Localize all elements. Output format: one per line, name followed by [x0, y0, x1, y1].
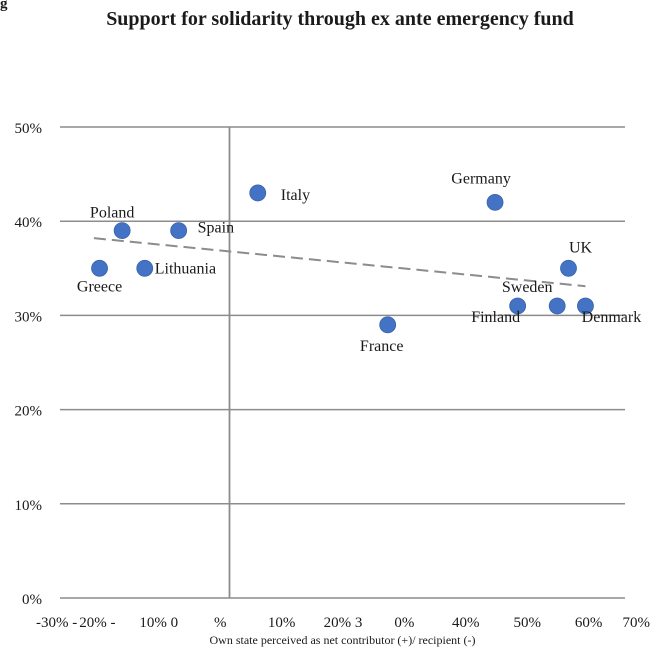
- data-label: Italy: [281, 187, 310, 204]
- trendline-layer: [93, 237, 586, 288]
- x-axis-title: Own state perceived as net contributor (…: [209, 633, 476, 647]
- data-label: Germany: [451, 170, 511, 187]
- y-tick-label: 30%: [15, 309, 43, 325]
- x-tick-label: 70%: [623, 615, 651, 631]
- data-point: [509, 297, 527, 315]
- x-tick-label: 20% 3: [324, 615, 363, 631]
- data-label: Poland: [90, 205, 134, 222]
- data-label: Sweden: [502, 279, 553, 296]
- data-point: [548, 297, 566, 315]
- data-point: [91, 259, 108, 277]
- x-tick-label: 10% 0: [139, 615, 178, 631]
- data-label: UK: [569, 239, 593, 256]
- data-point: [136, 259, 154, 277]
- data-point: [560, 259, 577, 277]
- data-point: [170, 222, 188, 240]
- data-label: France: [360, 338, 404, 355]
- x-tick-label: -30% -: [36, 615, 77, 631]
- figure-mark: g: [0, 0, 8, 12]
- data-label: Greece: [77, 278, 122, 295]
- x-tick-label: 40%: [452, 615, 480, 631]
- data-point: [486, 193, 504, 211]
- data-labels: Greece Poland Lithuania Spain Italy France Ger…: [77, 170, 641, 354]
- trendline: [93, 237, 586, 288]
- data-point: [577, 297, 594, 315]
- x-tick-label: 50%: [513, 615, 541, 631]
- data-label: Lithuania: [155, 260, 216, 277]
- x-tick-label: %: [214, 615, 227, 631]
- data-label: Spain: [198, 220, 234, 237]
- data-point: [113, 222, 131, 240]
- data-points: [91, 184, 594, 334]
- x-tick-label: 60%: [575, 615, 603, 631]
- gridlines: [60, 126, 625, 599]
- x-tick-label: 0%: [394, 615, 414, 631]
- data-label: Denmark: [582, 309, 642, 326]
- y-tick-label: 50%: [15, 121, 43, 137]
- x-tick-label: 20% -: [79, 615, 115, 631]
- data-point: [379, 316, 397, 334]
- tick-labels: 0% 10% 20% 30% 40% 50% -30% -20% - 10% 0% 10% 20%…: [15, 121, 651, 631]
- y-tick-label: 20%: [15, 404, 43, 420]
- y-tick-label: 40%: [15, 215, 43, 231]
- x-tick-label: 10%: [268, 615, 296, 631]
- chart-title: Support for solidarity through ex ante e…: [106, 8, 574, 30]
- y-tick-label: 10%: [15, 498, 43, 514]
- data-point: [249, 184, 267, 202]
- data-label: Finland: [471, 309, 520, 326]
- y-tick-label: 0%: [22, 592, 42, 608]
